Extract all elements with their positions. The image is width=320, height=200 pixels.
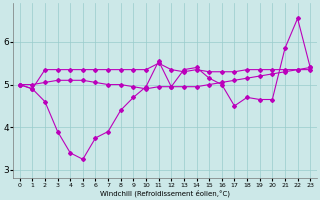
- X-axis label: Windchill (Refroidissement éolien,°C): Windchill (Refroidissement éolien,°C): [100, 189, 230, 197]
